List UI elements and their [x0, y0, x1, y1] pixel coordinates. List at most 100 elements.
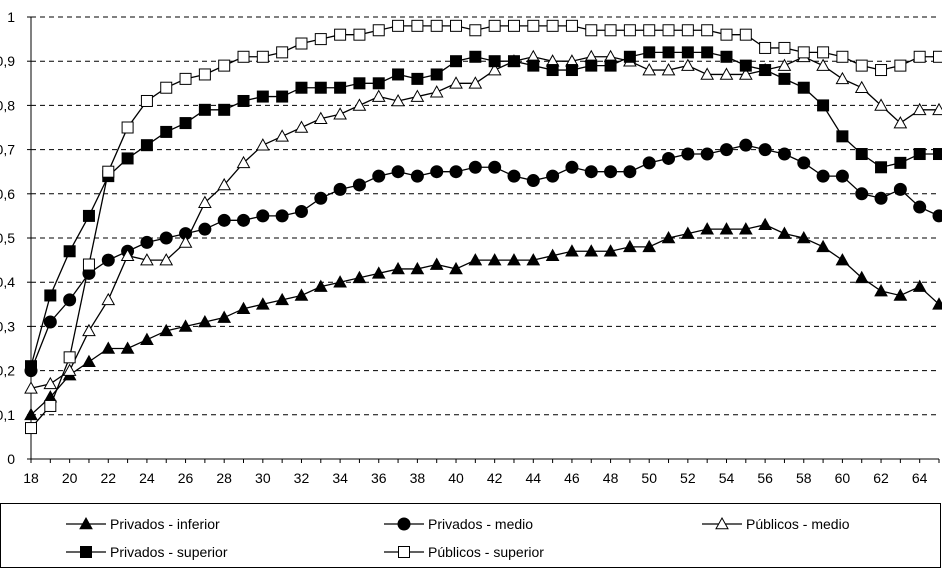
data-point	[487, 63, 502, 76]
data-point	[429, 257, 444, 270]
data-point	[817, 46, 830, 59]
legend-label: Privados - superior	[110, 544, 228, 560]
data-point	[276, 90, 289, 103]
data-point	[140, 139, 153, 152]
series-line	[30, 51, 939, 367]
data-point	[236, 155, 251, 169]
data-point	[198, 222, 212, 236]
data-point	[430, 68, 443, 81]
legend-marker	[79, 516, 93, 530]
data-point	[237, 50, 250, 63]
series-4	[25, 46, 942, 373]
data-point	[719, 222, 734, 235]
data-point	[410, 169, 424, 183]
x-tick-label: 62	[873, 470, 889, 486]
data-point	[276, 46, 289, 59]
data-point	[739, 28, 752, 41]
data-point	[469, 24, 482, 37]
data-point	[450, 19, 463, 32]
x-tick-label: 58	[796, 470, 812, 486]
data-point	[893, 182, 907, 196]
legend-item-2: Privados - medio	[384, 516, 533, 532]
data-point	[681, 147, 695, 161]
legend-box	[0, 503, 941, 568]
data-point	[372, 24, 385, 37]
x-tick-label: 48	[603, 470, 619, 486]
data-point	[874, 284, 888, 297]
data-point	[778, 41, 791, 54]
y-tick-label: 0,5	[0, 230, 15, 246]
y-tick-label: 0,4	[0, 274, 15, 290]
data-point	[661, 230, 676, 244]
y-tick-label: 0	[7, 451, 15, 467]
data-point	[469, 50, 482, 63]
data-point	[256, 90, 269, 103]
data-point	[526, 253, 541, 266]
y-axis-ticks: 0 0,1 0,2 0,3 0,4 0,5 0,6 0,7 0,8 0,9 1	[0, 9, 31, 467]
data-point	[178, 235, 193, 248]
x-tick-label: 20	[62, 470, 78, 486]
data-point	[411, 19, 424, 32]
data-point	[430, 19, 443, 32]
legend-marker	[80, 546, 92, 558]
data-point	[739, 138, 753, 152]
data-point	[392, 19, 405, 32]
legend-label: Privados - inferior	[110, 516, 220, 532]
data-point	[661, 63, 676, 76]
data-point	[217, 310, 232, 323]
data-point	[178, 319, 193, 332]
x-tick-label: 40	[448, 470, 464, 486]
data-point	[294, 204, 308, 218]
data-point	[140, 94, 153, 107]
data-point	[738, 222, 753, 235]
data-point	[82, 354, 96, 368]
data-point	[855, 59, 868, 72]
data-point	[275, 129, 289, 142]
data-point	[662, 24, 675, 37]
data-point	[159, 231, 173, 245]
data-point	[758, 143, 772, 157]
data-point	[352, 178, 366, 192]
data-point	[488, 19, 501, 32]
data-point	[681, 24, 694, 37]
data-point	[913, 50, 926, 63]
x-tick-label: 42	[487, 470, 503, 486]
data-point	[933, 50, 942, 63]
data-point	[391, 93, 405, 107]
data-point	[700, 67, 715, 80]
data-point	[913, 200, 927, 214]
x-axis-ticks: 18 20 22 24 26 28 30 32 34 36 38 40 42 44 46 48 50 52 54 56…	[23, 459, 940, 486]
data-point	[102, 165, 115, 178]
data-point	[179, 117, 192, 130]
data-point	[855, 148, 868, 161]
series-1	[24, 217, 942, 421]
x-tick-label: 54	[719, 470, 735, 486]
x-tick-label: 36	[371, 470, 387, 486]
data-point	[352, 270, 367, 284]
data-point	[738, 67, 753, 80]
legend-label: Privados - medio	[428, 516, 533, 532]
data-point	[24, 407, 38, 421]
data-point	[101, 253, 115, 267]
data-point	[44, 289, 57, 302]
legend-label: Públicos - medio	[746, 516, 850, 532]
y-tick-label: 0,2	[0, 363, 15, 379]
data-point	[835, 253, 850, 266]
x-tick-label: 26	[178, 470, 194, 486]
data-point	[855, 187, 869, 201]
data-point	[585, 24, 598, 37]
data-point	[449, 261, 463, 275]
data-point	[836, 130, 849, 143]
legend-marker	[398, 546, 410, 558]
data-point	[816, 239, 830, 253]
data-point	[449, 165, 463, 179]
data-point	[700, 147, 714, 161]
data-point	[565, 19, 578, 32]
y-tick-label: 0,6	[0, 186, 15, 202]
data-point	[681, 226, 695, 239]
data-point	[507, 55, 520, 68]
data-point	[121, 152, 134, 165]
data-point	[719, 143, 733, 157]
data-point	[43, 376, 58, 390]
data-point	[932, 102, 942, 116]
